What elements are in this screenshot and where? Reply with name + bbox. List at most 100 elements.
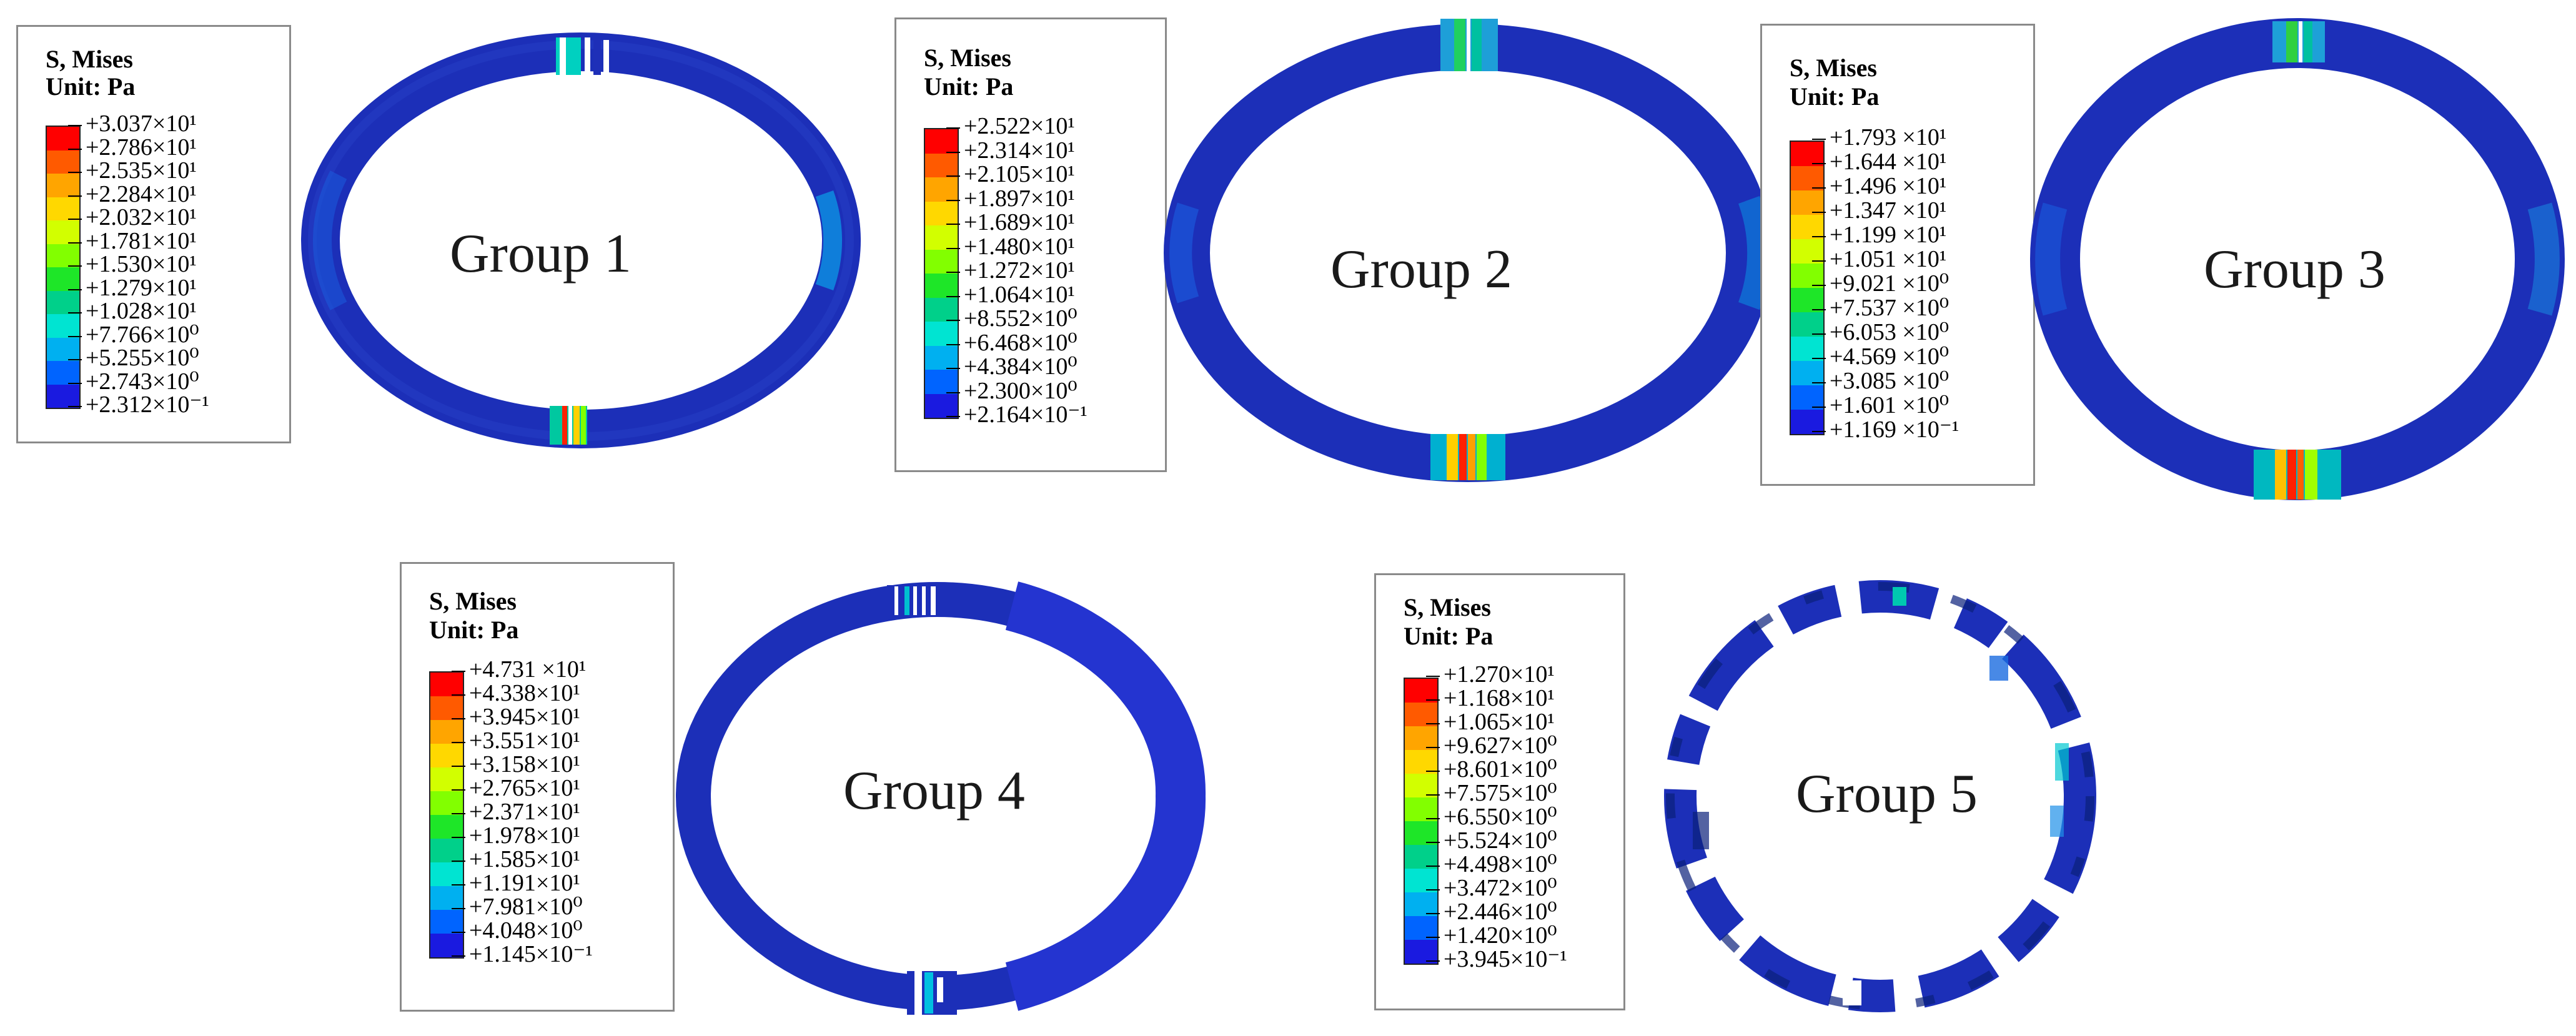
color-swatch (430, 767, 463, 791)
group-label: Group 5 (1796, 764, 1978, 824)
legend-value: +3.158×10¹ (452, 752, 580, 776)
legend-value: +1.270×10¹ (1426, 663, 1555, 686)
legend-value: +2.032×10¹ (68, 205, 197, 229)
legend-value: +7.537 ×10⁰ (1812, 296, 1949, 320)
group-label: Group 2 (1330, 239, 1512, 300)
color-swatch (1405, 892, 1437, 916)
color-swatch (925, 249, 958, 274)
legend-value: +1.530×10¹ (68, 252, 197, 276)
color-swatch (430, 839, 463, 862)
legend-value: +1.199 ×10¹ (1812, 223, 1946, 247)
color-swatch (430, 862, 463, 886)
stress-ring-group-2: Group 2 (1164, 19, 1772, 482)
legend-group-5: S, Mises Unit: Pa +1.270×10¹ +1.168×10¹ +1… (1374, 573, 1625, 1010)
legend-title: S, Mises (1404, 593, 1491, 621)
color-swatch (1405, 940, 1437, 964)
color-swatch (1405, 845, 1437, 869)
legend-value: +2.371×10¹ (452, 800, 580, 824)
legend-value: +8.601×10⁰ (1426, 757, 1557, 781)
legend-value: +1.496 ×10¹ (1812, 174, 1946, 198)
color-swatch (430, 886, 463, 910)
legend-value: +3.085 ×10⁰ (1812, 369, 1949, 393)
color-swatch (1405, 774, 1437, 797)
legend-value: +1.279×10¹ (68, 276, 197, 300)
legend-value: +9.627×10⁰ (1426, 734, 1557, 757)
legend-value: +4.384×10⁰ (946, 355, 1077, 378)
color-swatch (1405, 821, 1437, 845)
color-swatch (925, 297, 958, 322)
color-bar (1404, 678, 1439, 965)
group-label: Group 4 (843, 761, 1025, 821)
color-swatch (925, 274, 958, 298)
legend-value: +1.191×10¹ (452, 871, 580, 895)
legend-unit: Unit: Pa (46, 72, 136, 101)
legend-value: +2.535×10¹ (68, 159, 197, 182)
legend-unit: Unit: Pa (429, 616, 519, 644)
legend-value: +1.644 ×10¹ (1812, 150, 1946, 174)
color-swatch (925, 129, 958, 154)
legend-value: +1.689×10¹ (946, 210, 1075, 234)
color-swatch (1405, 869, 1437, 892)
legend-group-1: S, Mises Unit: Pa +3.037×10¹ +2.786×10¹ +2… (16, 25, 291, 443)
legend-value: +6.468×10⁰ (946, 331, 1077, 355)
ring-body (1664, 580, 2096, 1012)
stress-ring-group-5: Group 5 (1664, 580, 2096, 1012)
stress-ring-group-1: Group 1 (301, 32, 861, 448)
legend-value: +4.731 ×10¹ (452, 658, 586, 681)
legend-value: +2.164×10⁻¹ (946, 403, 1087, 427)
legend-value: +2.300×10⁰ (946, 379, 1077, 403)
color-swatch (430, 815, 463, 839)
legend-value: +2.446×10⁰ (1426, 900, 1557, 924)
legend-value: +3.037×10¹ (68, 112, 197, 136)
color-swatch (1791, 385, 1823, 410)
color-swatch (47, 361, 79, 385)
legend-unit: Unit: Pa (1404, 622, 1494, 650)
color-swatch (47, 174, 79, 197)
legend-value: +1.897×10¹ (946, 187, 1075, 210)
legend-title: S, Mises (429, 587, 517, 615)
color-swatch (1791, 215, 1823, 239)
color-swatch (1791, 190, 1823, 215)
color-bar (1790, 141, 1825, 435)
color-swatch (1405, 797, 1437, 821)
color-swatch (47, 337, 79, 361)
legend-value: +3.551×10¹ (452, 729, 580, 752)
legend-value: +4.338×10¹ (452, 681, 580, 705)
color-swatch (1791, 264, 1823, 288)
color-bar (924, 128, 959, 419)
color-swatch (1791, 288, 1823, 312)
color-swatch (430, 720, 463, 744)
color-swatch (47, 290, 79, 314)
color-swatch (925, 370, 958, 394)
color-swatch (430, 744, 463, 767)
color-bar (429, 671, 464, 959)
color-swatch (47, 220, 79, 244)
color-swatch (1791, 312, 1823, 337)
legend-value: +2.284×10¹ (68, 182, 197, 206)
legend-title: S, Mises (924, 44, 1011, 72)
legend-value: +2.765×10¹ (452, 776, 580, 800)
stress-ring-group-3: Group 3 (2030, 18, 2565, 500)
legend-value: +1.420×10⁰ (1426, 924, 1557, 947)
legend-unit: Unit: Pa (1790, 82, 1880, 111)
color-swatch (47, 384, 79, 408)
legend-group-3: S, Mises Unit: Pa +1.793 ×10¹ +1.644 ×10¹… (1760, 24, 2035, 486)
legend-title: S, Mises (46, 45, 133, 73)
color-swatch (925, 322, 958, 346)
color-swatch (1405, 703, 1437, 726)
color-swatch (1405, 679, 1437, 703)
color-swatch (430, 791, 463, 815)
color-swatch (925, 177, 958, 202)
legend-value: +3.945×10⁻¹ (1426, 947, 1567, 971)
legend-value: +2.522×10¹ (946, 114, 1075, 138)
legend-value: +7.766×10⁰ (68, 323, 199, 347)
legend-value: +2.786×10¹ (68, 136, 197, 159)
legend-value: +7.575×10⁰ (1426, 781, 1557, 805)
legend-value: +1.272×10¹ (946, 259, 1075, 282)
legend-value: +8.552×10⁰ (946, 307, 1077, 330)
legend-value: +1.601 ×10⁰ (1812, 393, 1949, 417)
legend-value: +1.585×10¹ (452, 847, 580, 871)
color-swatch (1405, 916, 1437, 940)
legend-value: +1.051 ×10¹ (1812, 247, 1946, 271)
legend-value: +1.145×10⁻¹ (452, 942, 593, 966)
